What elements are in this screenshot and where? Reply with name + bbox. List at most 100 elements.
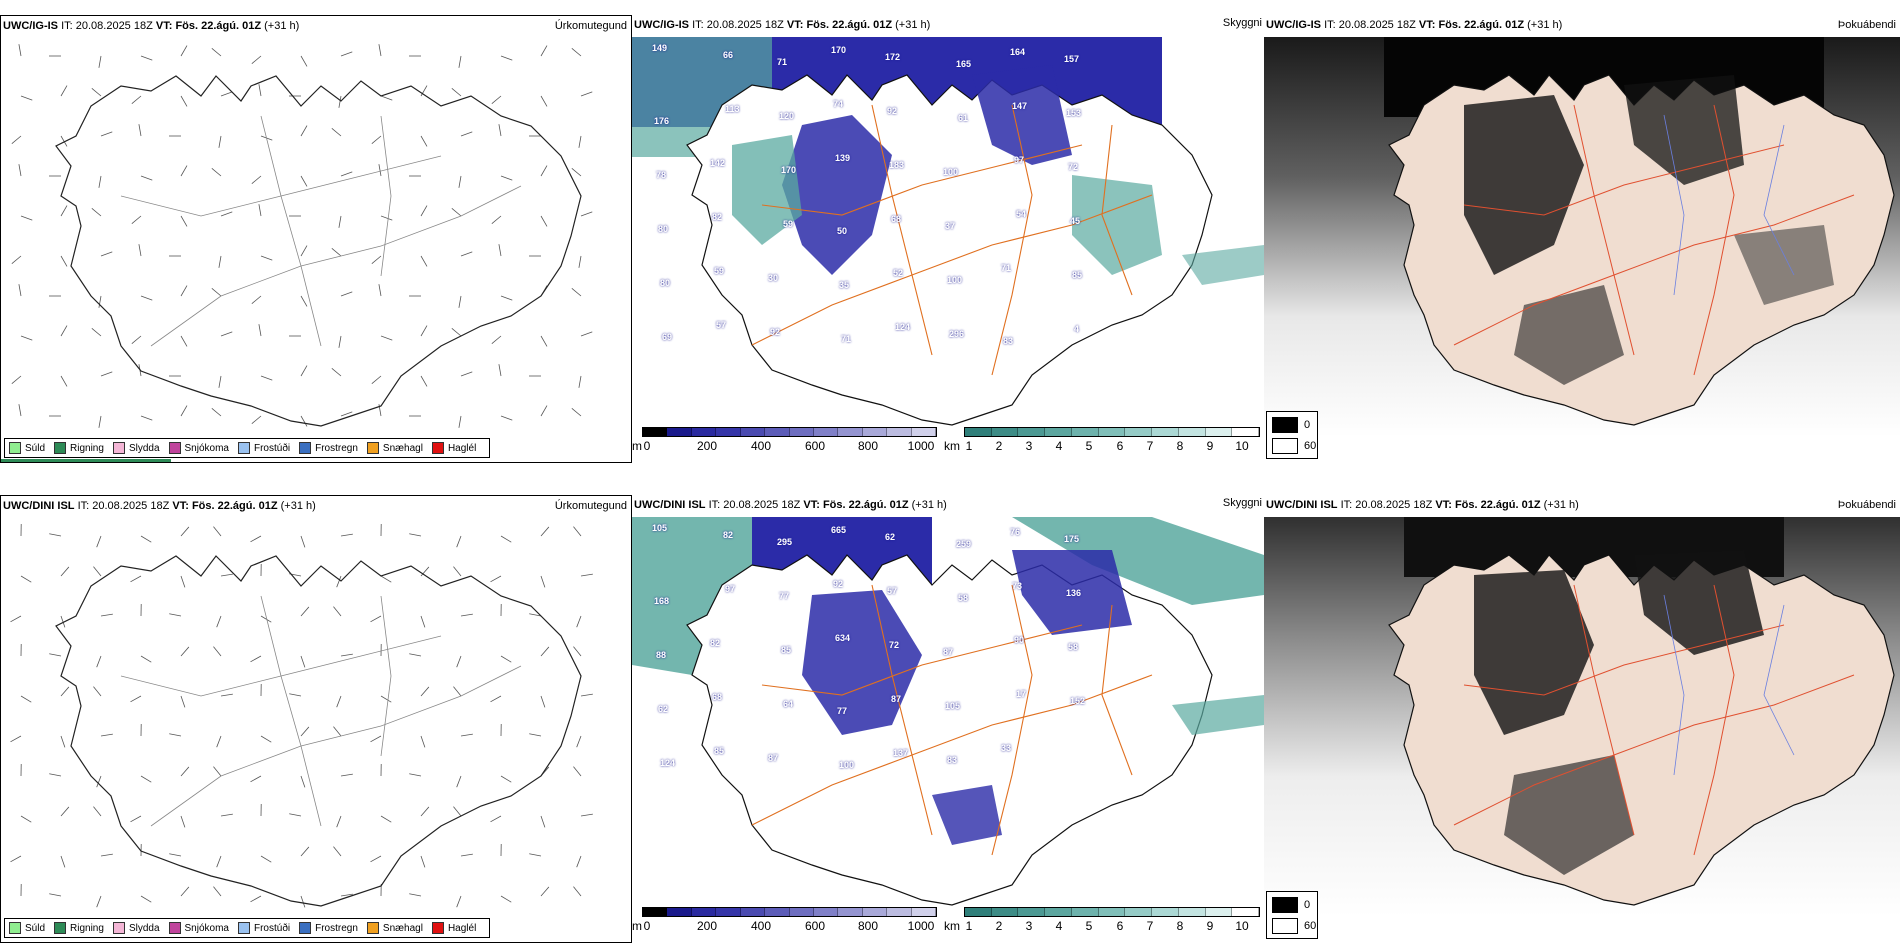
ceiling-value-label: 259: [956, 539, 972, 549]
wind-barb: [300, 775, 306, 788]
wind-barb: [18, 404, 22, 417]
fog-swatch: [1272, 918, 1298, 934]
ceiling-value-label: 105: [652, 523, 668, 533]
fog-legend-value: 0: [1304, 419, 1311, 431]
wind-barb: [98, 295, 102, 308]
cloud-base-tick: 0: [643, 439, 651, 453]
visibility-color-step: [1178, 428, 1206, 436]
cloud-base-tick: 0: [643, 919, 651, 933]
wind-barb: [340, 51, 353, 57]
vt-label: VT:: [1418, 19, 1436, 31]
wind-barb: [60, 615, 66, 628]
ceiling-value-label: 87: [943, 647, 954, 657]
cloud-base-color-step: [765, 428, 790, 436]
wind-barb: [18, 284, 22, 297]
it-label: IT:: [1324, 19, 1336, 31]
wind-barb: [500, 895, 512, 903]
ceiling-value-label: 62: [885, 532, 896, 542]
wind-barb: [300, 55, 308, 67]
fog-swatch: [1272, 897, 1298, 913]
wind-barb: [371, 375, 382, 385]
wind-barb: [220, 91, 233, 97]
wind-barb: [370, 615, 382, 623]
wind-barb: [336, 575, 342, 588]
ceiling-value-label: 634: [835, 633, 851, 643]
model-name: UWC/DINI ISL: [3, 500, 75, 512]
cloud-base-color-step: [643, 908, 668, 916]
cloud-base-color-step: [716, 428, 741, 436]
wind-barb: [180, 285, 188, 297]
legend-label: Haglél: [447, 442, 477, 454]
wind-barb: [420, 615, 426, 628]
legend-label: Haglél: [447, 922, 477, 934]
panel-title-ceiling: Skyggni: [1222, 497, 1262, 509]
cloud-base-unit: m: [632, 919, 642, 933]
fog-swatch: [1272, 438, 1298, 454]
ceiling-value-label: 76: [1010, 527, 1021, 537]
visibility-color-step: [1018, 908, 1046, 916]
visibility-colorbar: km 1 2 3 4 5 6 7 8 9 10: [944, 907, 1262, 941]
legend-item-snaehagl: Snæhagl: [366, 922, 423, 934]
wind-barb: [458, 415, 462, 428]
cloud-base-unit: m: [632, 439, 642, 453]
wind-barb: [540, 95, 548, 107]
wind-barb: [140, 295, 153, 301]
wind-barb: [130, 815, 142, 823]
wind-barb: [251, 415, 262, 425]
wind-barb: [220, 331, 233, 337]
ceiling-value-label: 92: [833, 579, 844, 589]
fog-patch-west: [1464, 95, 1584, 275]
legend-swatch: [112, 922, 125, 934]
wind-barb: [336, 695, 342, 708]
fog-patch-se: [1734, 225, 1834, 305]
cloud-base-color-step: [838, 428, 863, 436]
cloud-base-tick: 400: [750, 439, 772, 453]
roads: [120, 595, 522, 827]
wind-barb: [180, 526, 190, 537]
it-value: 20.08.2025 18Z: [723, 499, 801, 511]
wind-barb: [180, 695, 186, 708]
visibility-color-step: [1098, 908, 1126, 916]
wind-barb: [540, 815, 546, 828]
ceiling-value-label: 68: [891, 214, 902, 224]
legend-swatch: [237, 442, 250, 454]
wind-barb: [420, 85, 428, 97]
ceiling-value-label: 82: [710, 638, 721, 648]
ceiling-value-label: 73: [1012, 581, 1023, 591]
cloud-base-tick: 200: [696, 439, 718, 453]
visibility-patch-sea: [1182, 245, 1264, 285]
ceiling-value-label: 87: [891, 694, 902, 704]
wind-barb: [258, 84, 262, 97]
wind-barb: [371, 135, 382, 145]
fog-map: [1264, 37, 1900, 437]
visibility-tick: 5: [1085, 439, 1093, 453]
ceiling-map: [632, 37, 1264, 426]
wind-barb: [10, 615, 22, 623]
it-value: 20.08.2025 18Z: [1355, 499, 1433, 511]
cloud-base-bar: [642, 427, 937, 437]
wind-barb: [216, 615, 222, 628]
visibility-sea-east: [1012, 517, 1264, 605]
visibility-color-step: [991, 428, 1019, 436]
wind-barb: [540, 165, 548, 177]
vt-label: VT:: [786, 19, 804, 31]
wind-barb: [20, 815, 32, 823]
lead-time: (+31 h): [911, 499, 947, 511]
vt-label: VT:: [1435, 499, 1452, 511]
wind-barb: [460, 613, 473, 617]
visibility-color-step: [1071, 908, 1099, 916]
ceiling-value-label: 72: [1068, 162, 1079, 172]
visibility-tick: 4: [1055, 439, 1063, 453]
ceiling-value-label: 295: [777, 537, 793, 547]
wind-barb: [338, 335, 342, 348]
wind-barb: [456, 775, 462, 788]
legend-label: Slydda: [128, 442, 160, 454]
cloud-base-color-step: [911, 428, 937, 436]
vt-value: Fös. 22.ágú. 01Z: [822, 499, 909, 511]
wind-barb: [60, 806, 70, 817]
legend-item-frostudi: Frostúði: [237, 922, 290, 934]
cloud-base-tick: 800: [857, 919, 879, 933]
wind-barb: [49, 653, 62, 657]
fog-swatch: [1272, 417, 1298, 433]
ceiling-value-label: 30: [768, 273, 779, 283]
